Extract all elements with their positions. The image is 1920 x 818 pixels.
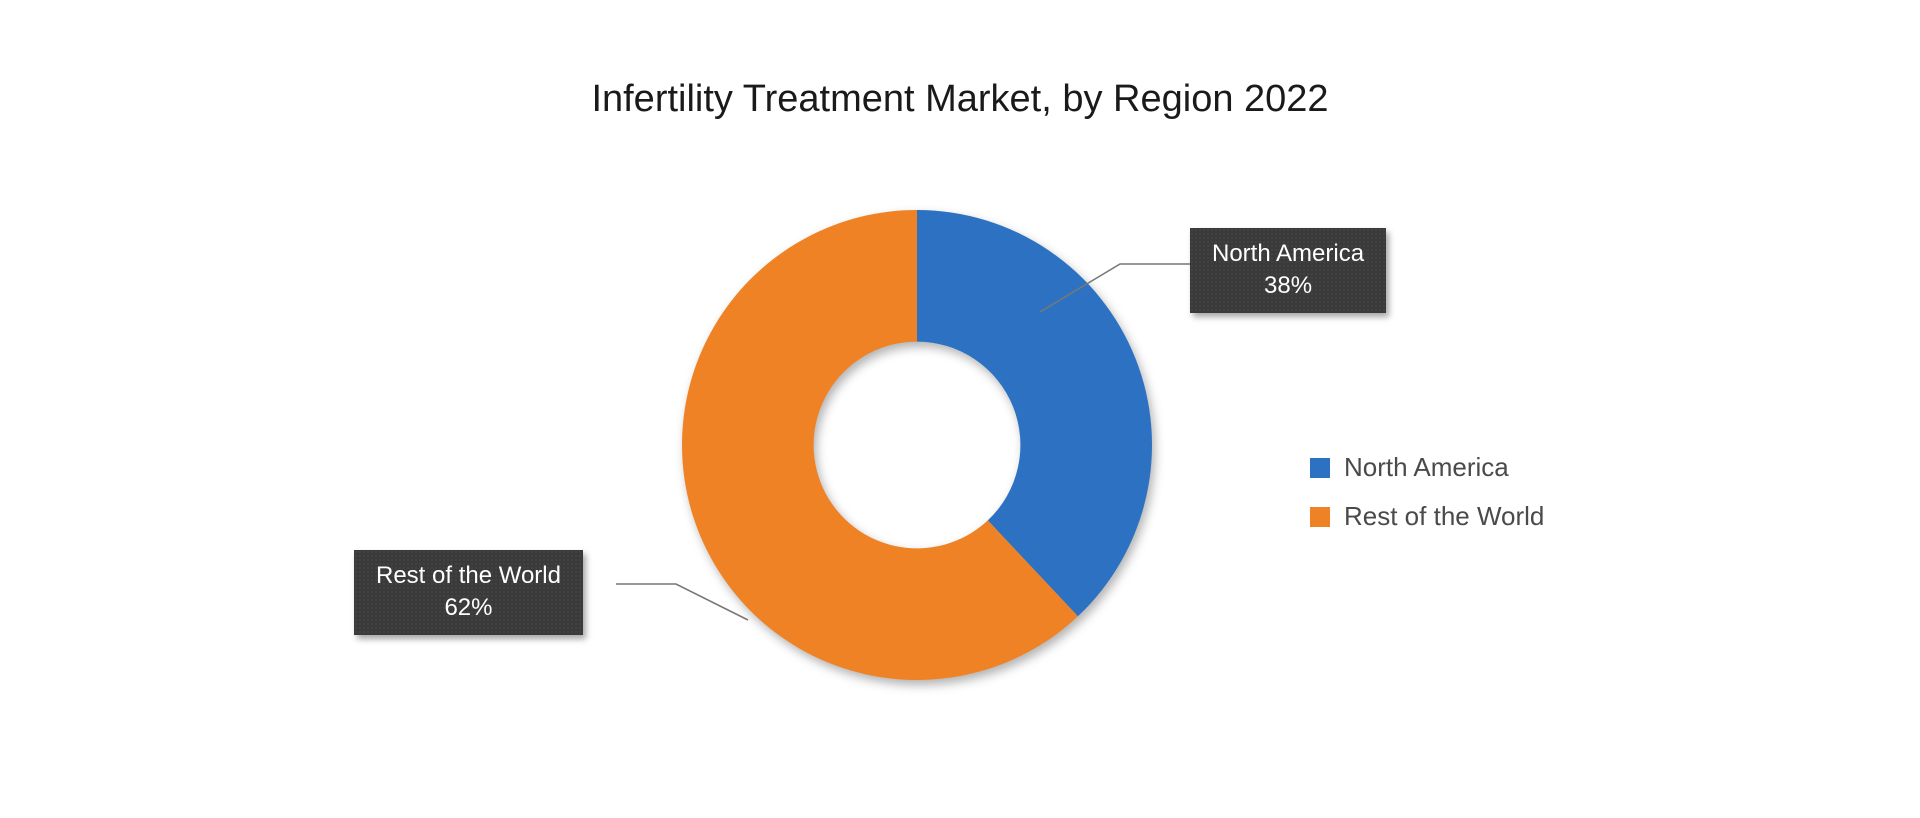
chart-title: Infertility Treatment Market, by Region … [591,78,1328,121]
legend: North America Rest of the World [1310,452,1544,550]
callout-na-percent: 38% [1212,270,1364,302]
legend-item-rest-of-world: Rest of the World [1310,501,1544,532]
legend-item-north-america: North America [1310,452,1544,483]
callout-rest-of-world: Rest of the World 62% [354,550,583,635]
legend-label-row: Rest of the World [1344,501,1544,532]
callout-na-label: North America [1212,238,1364,270]
donut-chart [682,210,1152,680]
callout-row-percent: 62% [376,592,561,624]
legend-label-na: North America [1344,452,1509,483]
legend-swatch-row [1310,507,1330,527]
callout-north-america: North America 38% [1190,228,1386,313]
callout-row-label: Rest of the World [376,560,561,592]
legend-swatch-na [1310,458,1330,478]
